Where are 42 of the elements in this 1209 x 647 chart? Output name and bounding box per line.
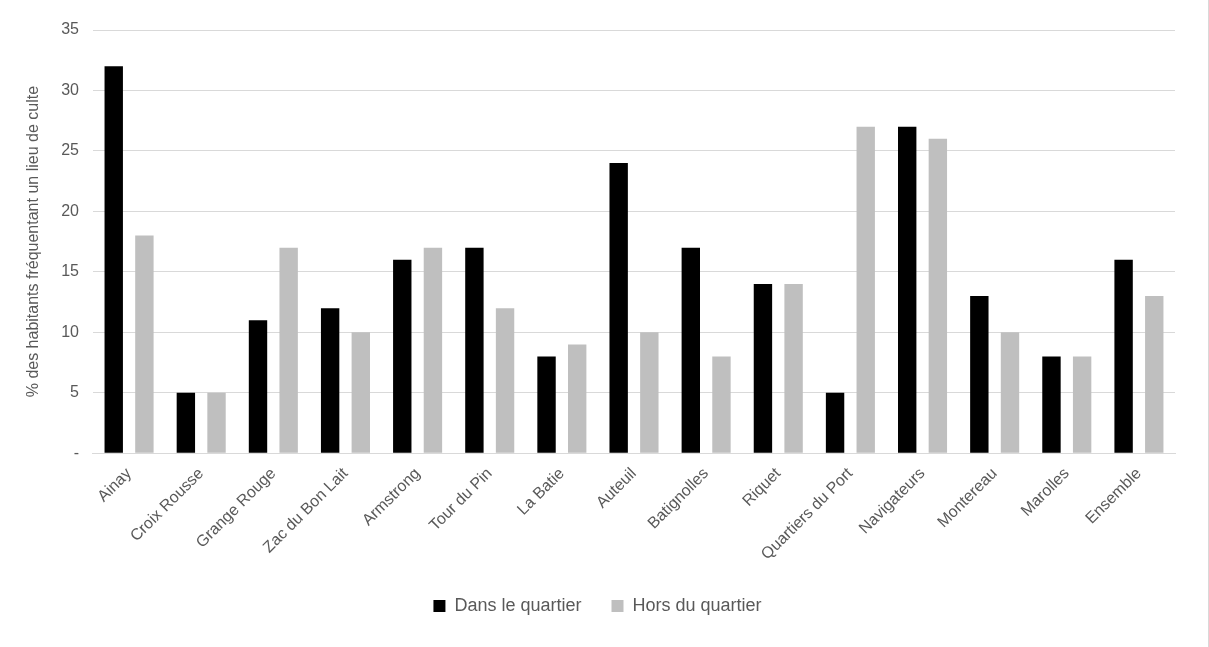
bar [640, 332, 659, 453]
bar [351, 332, 370, 453]
bar [537, 356, 556, 453]
bar [1114, 259, 1133, 453]
y-tick-label: 10 [61, 322, 80, 340]
bar [856, 126, 875, 453]
bar [104, 66, 123, 453]
bar [207, 392, 226, 453]
y-tick-label: 5 [70, 383, 80, 401]
bar [712, 356, 731, 453]
bar [970, 296, 989, 453]
bar [568, 344, 587, 453]
y-tick-label: 25 [61, 141, 80, 159]
bar [248, 320, 268, 453]
bar [393, 259, 412, 453]
bar [176, 392, 196, 453]
bar [1000, 332, 1020, 453]
legend-label: Hors du quartier [632, 594, 762, 615]
bar [1072, 356, 1092, 453]
y-tick-label: 15 [61, 262, 80, 280]
x-tick-label: Tour du Pin [425, 464, 495, 534]
bar [320, 308, 340, 453]
bar [465, 247, 484, 453]
y-tick-label: - [73, 443, 79, 461]
bar [609, 163, 628, 453]
bar [753, 283, 773, 453]
bar [1145, 296, 1164, 453]
bar [135, 235, 154, 453]
y-tick-label: 35 [61, 20, 80, 38]
bar [898, 126, 917, 453]
bar [1042, 356, 1061, 453]
y-axis-title: % des habitants fréquentant un lieu de culte [24, 85, 42, 398]
y-tick-label: 20 [61, 201, 80, 219]
bar [825, 392, 845, 453]
bar [784, 283, 803, 453]
bar [495, 308, 515, 453]
y-tick-label: 30 [61, 80, 80, 98]
bar [928, 138, 948, 453]
bar [681, 247, 700, 453]
legend-label: Dans le quartier [454, 594, 582, 615]
bar [423, 247, 443, 453]
bar [279, 247, 298, 453]
